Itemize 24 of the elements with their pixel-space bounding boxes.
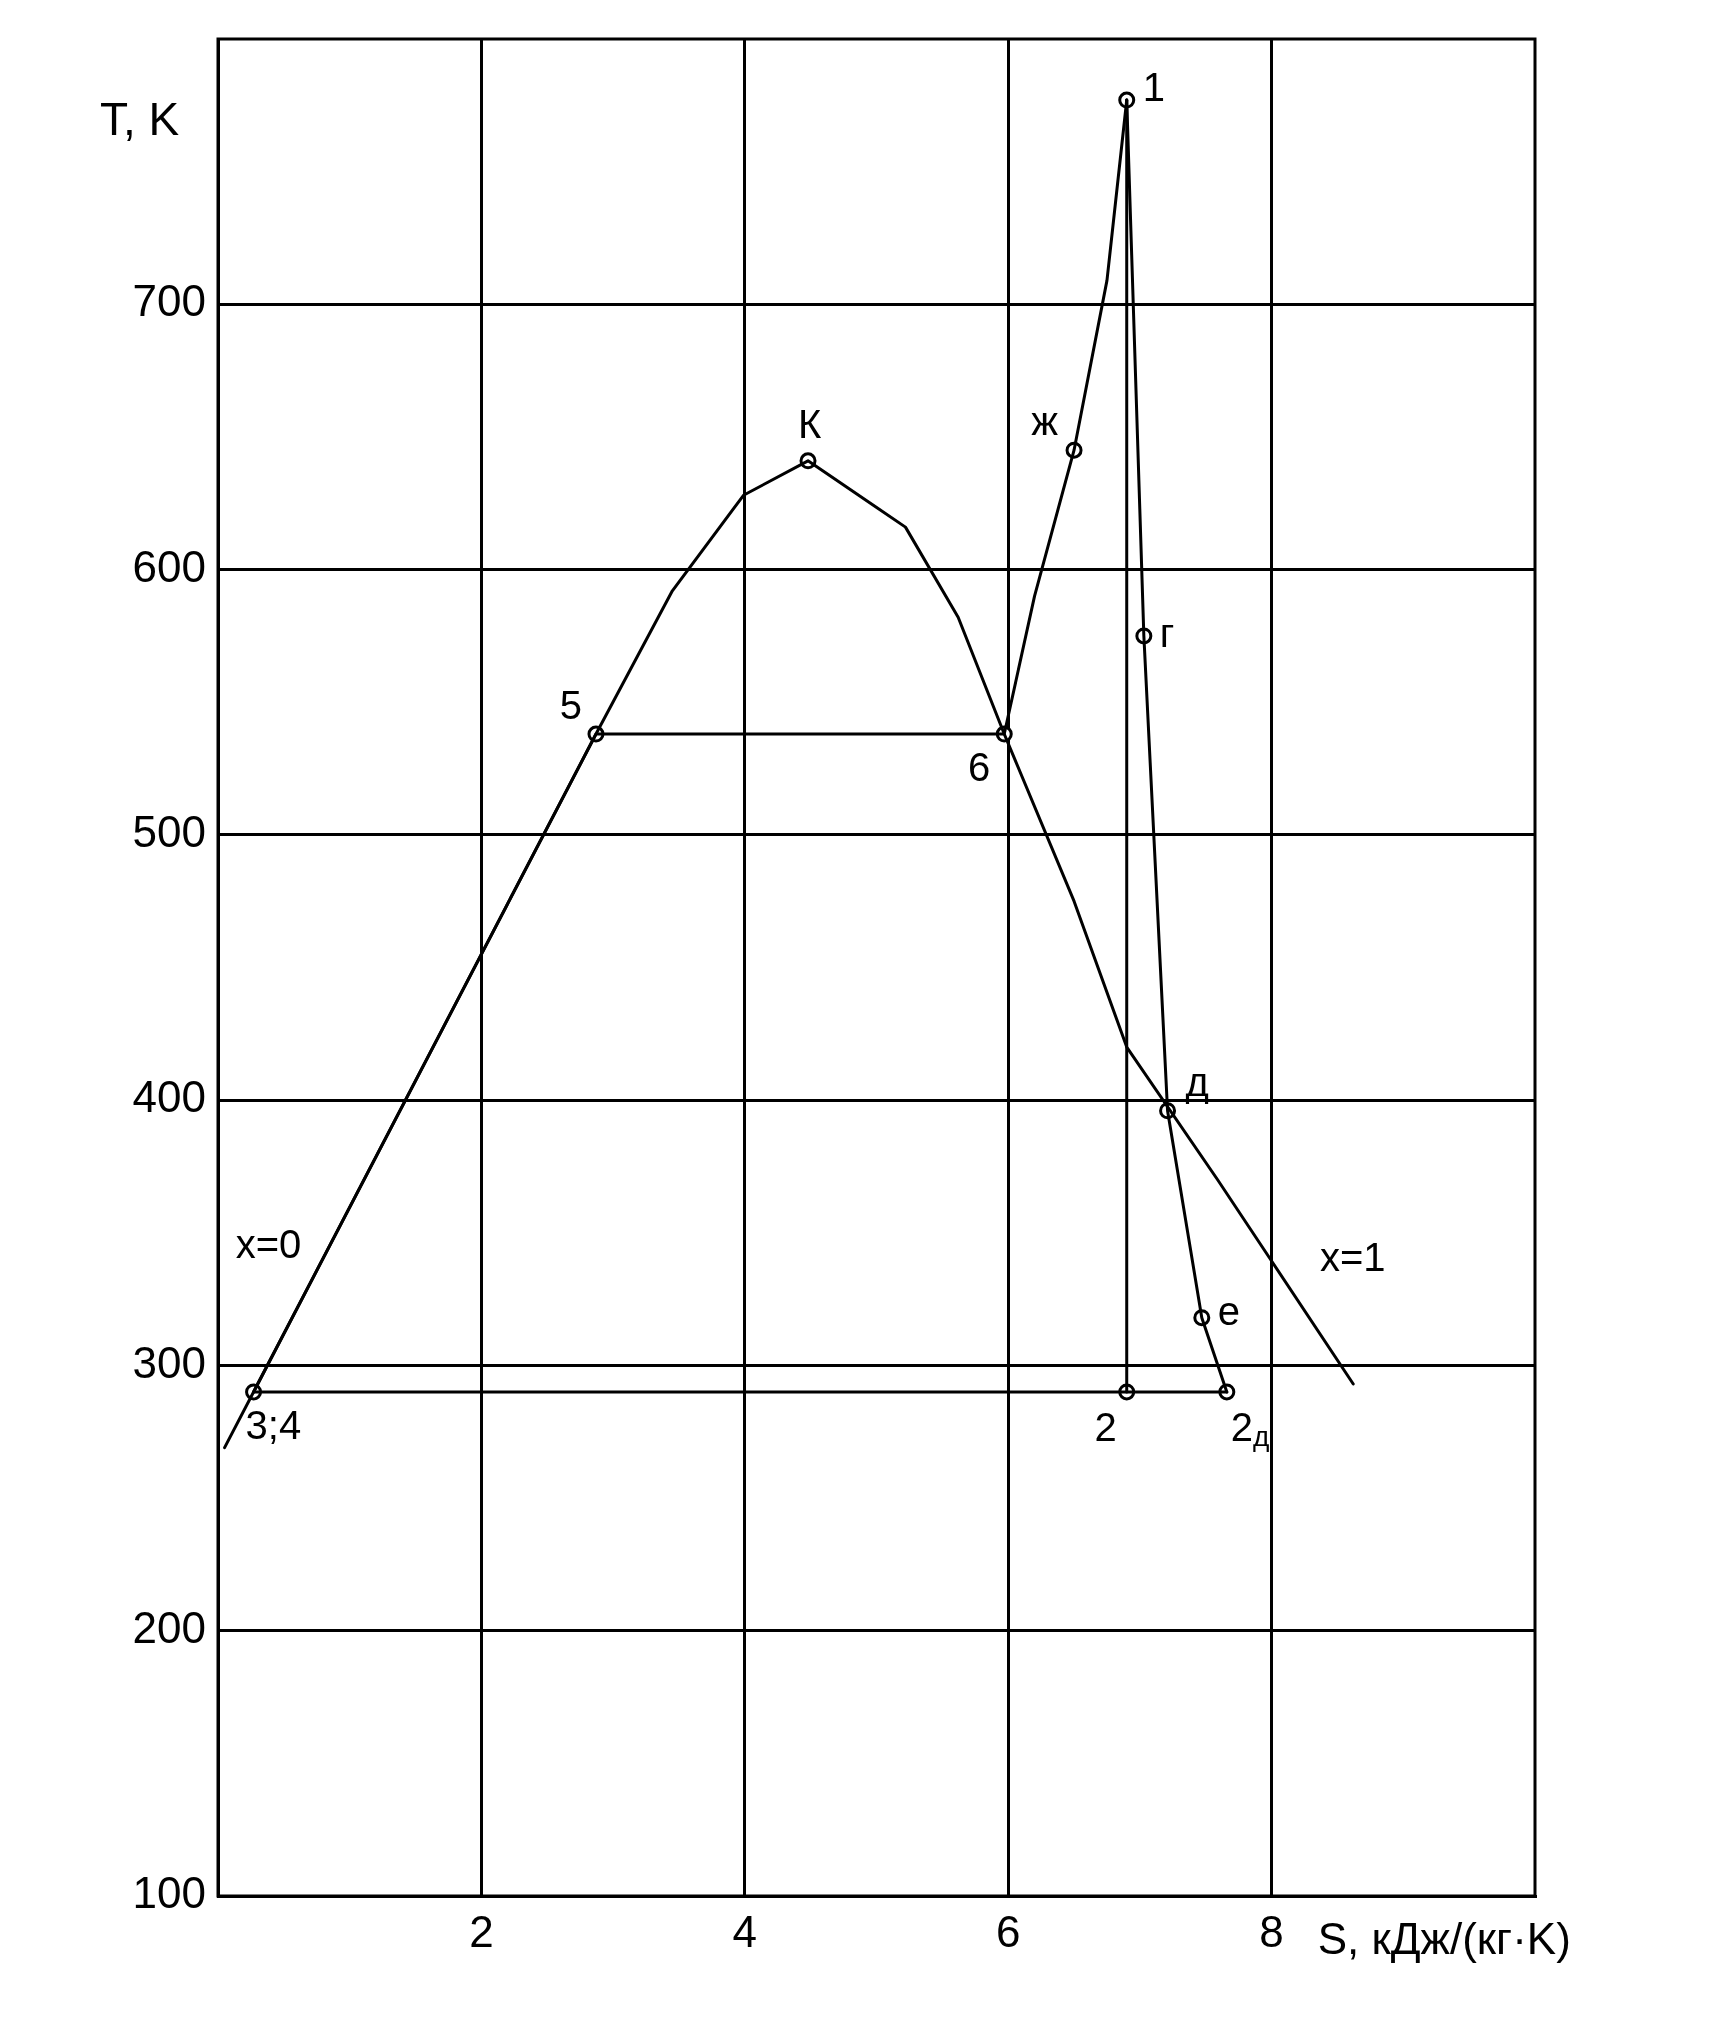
annotation: е [1217, 1288, 1241, 1333]
annotation: ж [1031, 399, 1059, 444]
y-tick-label: 500 [132, 807, 206, 856]
annotation: x=1 [1319, 1234, 1386, 1279]
x-tick-label: 8 [1259, 1906, 1284, 1956]
y-tick-label: 300 [132, 1337, 206, 1387]
annotation: 6 [968, 745, 991, 790]
annotation: К [798, 401, 823, 446]
annotation: г [1159, 610, 1175, 655]
x-tick-label: 6 [995, 1906, 1021, 1956]
y-tick-label: 100 [132, 1868, 206, 1918]
x-axis-title: S, кДж/(кг·K) [1317, 1914, 1571, 1964]
y-tick-label: 400 [132, 1072, 206, 1122]
y-tick-label: 600 [132, 541, 206, 591]
y-axis-title: T, K [100, 92, 180, 145]
annotation: 3;4 [245, 1402, 302, 1447]
annotation: 5 [559, 683, 582, 728]
x-tick-label: 4 [732, 1906, 758, 1956]
annotation: x=0 [235, 1221, 302, 1266]
x-tick-label: 2 [469, 1906, 494, 1956]
y-tick-label: 200 [132, 1602, 206, 1652]
annotation: 1 [1142, 65, 1165, 110]
annotation: 2 [1094, 1404, 1117, 1449]
y-tick-label: 700 [132, 276, 206, 326]
